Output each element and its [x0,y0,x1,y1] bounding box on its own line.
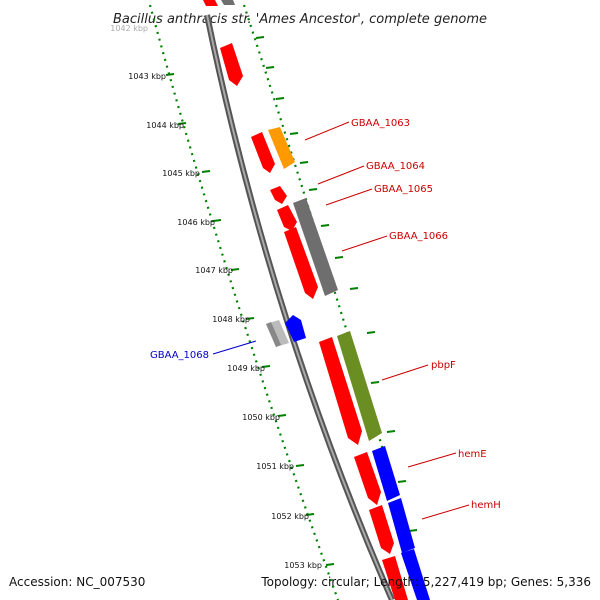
kbp-labels: 1042 kbp 1043 kbp 1044 kbp 1045 kbp 1046… [110,24,322,570]
gene-label-gbaa-1065[interactable]: GBAA_1065 [374,184,433,195]
gene-labels: GBAA_1063 GBAA_1064 GBAA_1065 GBAA_1066 … [150,118,501,511]
gene-feature [285,315,306,342]
kbp-label: 1053 kbp [284,561,322,570]
kbp-label: 1043 kbp [128,72,166,81]
inner-major-ticks [165,73,335,566]
gene-feature [270,186,287,204]
accession-text: Accession: NC_007530 [9,575,145,589]
gene-feature [388,498,415,553]
kbp-label: 1048 kbp [212,315,250,324]
gene-feature [337,331,382,441]
outer-major-ticks [255,36,418,532]
gene-features [203,0,430,600]
gene-feature [221,0,235,5]
gene-label-gbaa-1066[interactable]: GBAA_1066 [389,231,448,242]
topology-text: Topology: circular; Length: 5,227,419 bp… [260,575,591,589]
kbp-label: 1045 kbp [162,169,200,178]
kbp-label: 1049 kbp [227,364,265,373]
gene-feature [220,43,243,86]
gene-feature [251,132,275,173]
gene-feature [268,127,295,169]
gene-feature [203,0,218,6]
gene-feature [266,322,281,347]
gene-feature [277,205,297,231]
gene-label-hemh[interactable]: hemH [471,500,501,511]
kbp-label: 1050 kbp [242,413,280,422]
gene-feature [401,549,430,600]
gene-label-gbaa-1068[interactable]: GBAA_1068 [150,350,209,361]
inner-tick-ring [148,4,340,600]
gene-feature [369,505,394,554]
kbp-label: 1052 kbp [271,512,309,521]
gene-feature [293,198,338,296]
map-title: Bacillus anthracis str. 'Ames Ancestor',… [113,12,487,27]
genome-backbone-highlight [206,14,393,600]
gene-label-pbpf[interactable]: pbpF [431,360,456,371]
gene-feature [372,446,400,501]
gene-feature [382,556,408,600]
kbp-label: 1046 kbp [177,218,215,227]
leader-lines [212,121,470,520]
kbp-label: 1051 kbp [256,462,294,471]
kbp-label: 1044 kbp [146,121,184,130]
gene-label-heme[interactable]: hemE [458,449,487,460]
gene-label-gbaa-1063[interactable]: GBAA_1063 [351,118,410,129]
gene-label-gbaa-1064[interactable]: GBAA_1064 [366,161,425,172]
gene-feature [284,227,318,299]
kbp-label: 1047 kbp [195,266,233,275]
gene-feature [354,452,381,505]
kbp-label: 1042 kbp [110,24,148,33]
gene-feature [319,337,362,445]
